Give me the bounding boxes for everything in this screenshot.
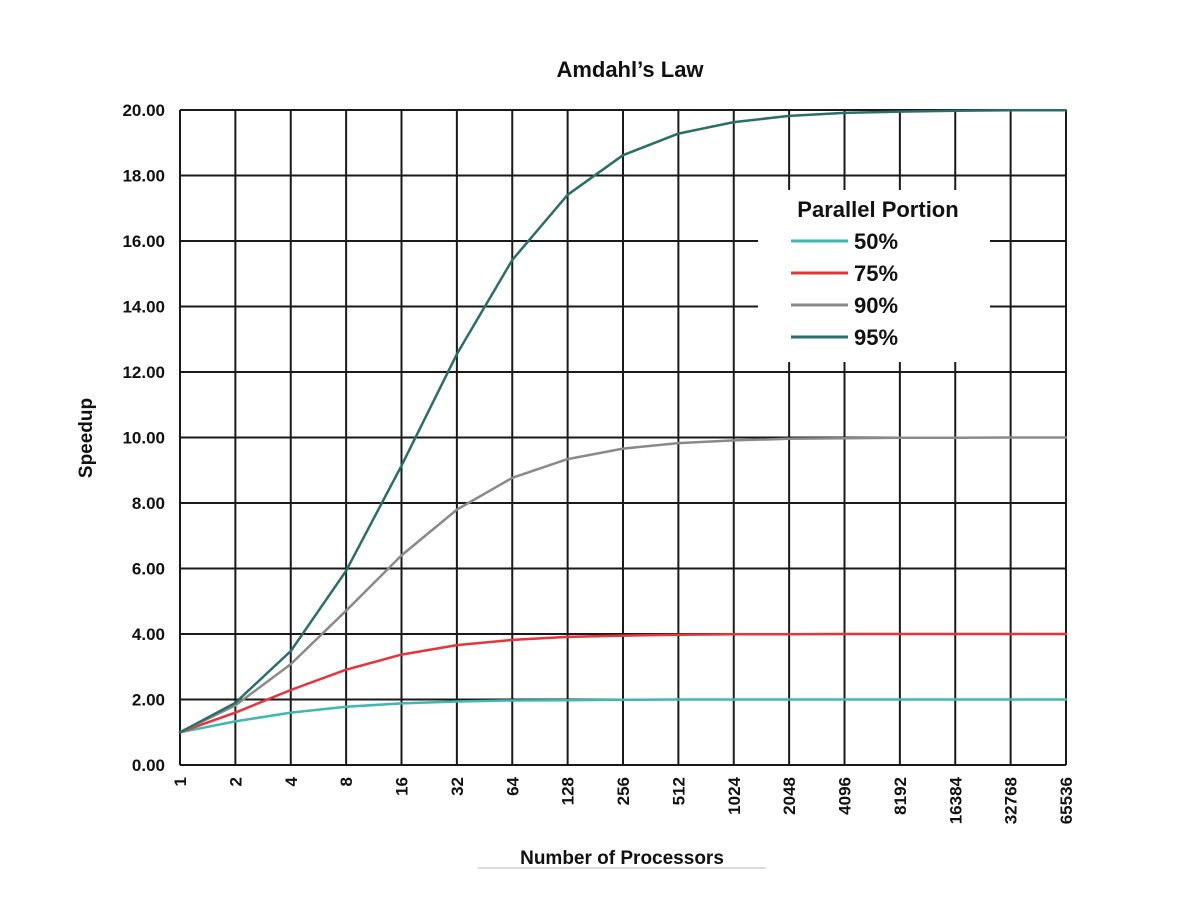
x-axis-ticks: 1 2 4 8 16 32 64 128 256 512 1024 2048 4096 8192 16384… (171, 776, 1076, 824)
y-tick-label: 16.00 (122, 232, 165, 251)
y-axis-ticks: 0.00 2.00 4.00 6.00 8.00 10.00 12.00 14.00 16.00… (122, 101, 165, 775)
x-tick-label: 4 (282, 776, 301, 786)
legend-label: 50% (854, 229, 898, 254)
legend-title: Parallel Portion (797, 197, 958, 222)
legend-label: 90% (854, 293, 898, 318)
x-tick-label: 32768 (1002, 777, 1021, 824)
legend-background (758, 190, 990, 362)
y-tick-label: 18.00 (122, 167, 165, 186)
x-tick-label: 1024 (725, 776, 744, 814)
x-tick-label: 65536 (1057, 777, 1076, 824)
y-tick-label: 14.00 (122, 298, 165, 317)
x-tick-label: 16384 (946, 776, 965, 824)
legend-label: 75% (854, 261, 898, 286)
y-tick-label: 20.00 (122, 101, 165, 120)
chart-title: Amdahl’s Law (556, 57, 704, 82)
x-axis-label: Number of Processors (520, 848, 724, 869)
y-tick-label: 4.00 (132, 625, 165, 644)
x-tick-label: 32 (448, 777, 467, 796)
series-line-50pct (178, 698, 1068, 734)
series-lines (178, 109, 1068, 734)
series-line-95pct (178, 109, 1068, 734)
legend-label: 95% (854, 325, 898, 350)
x-tick-label: 512 (669, 777, 688, 805)
y-tick-label: 12.00 (122, 363, 165, 382)
x-tick-label: 8192 (891, 777, 910, 815)
x-tick-label: 4096 (836, 777, 855, 815)
legend: Parallel Portion 50% 75% 90% 95% (791, 197, 959, 350)
x-tick-label: 256 (614, 777, 633, 805)
x-tick-label: 128 (559, 777, 578, 805)
x-tick-label: 16 (393, 777, 412, 796)
y-tick-label: 8.00 (132, 494, 165, 513)
series-line-90pct (178, 436, 1068, 734)
y-tick-label: 10.00 (122, 429, 165, 448)
x-tick-label: 2048 (780, 777, 799, 815)
y-tick-label: 0.00 (132, 756, 165, 775)
series-line-75pct (178, 632, 1068, 734)
x-tick-label: 8 (337, 777, 356, 786)
y-tick-label: 2.00 (132, 691, 165, 710)
y-axis-label: Speedup (76, 398, 97, 478)
x-tick-label: 64 (503, 776, 522, 795)
y-tick-label: 6.00 (132, 560, 165, 579)
x-tick-label: 1 (171, 777, 190, 786)
x-tick-label: 2 (226, 777, 245, 786)
